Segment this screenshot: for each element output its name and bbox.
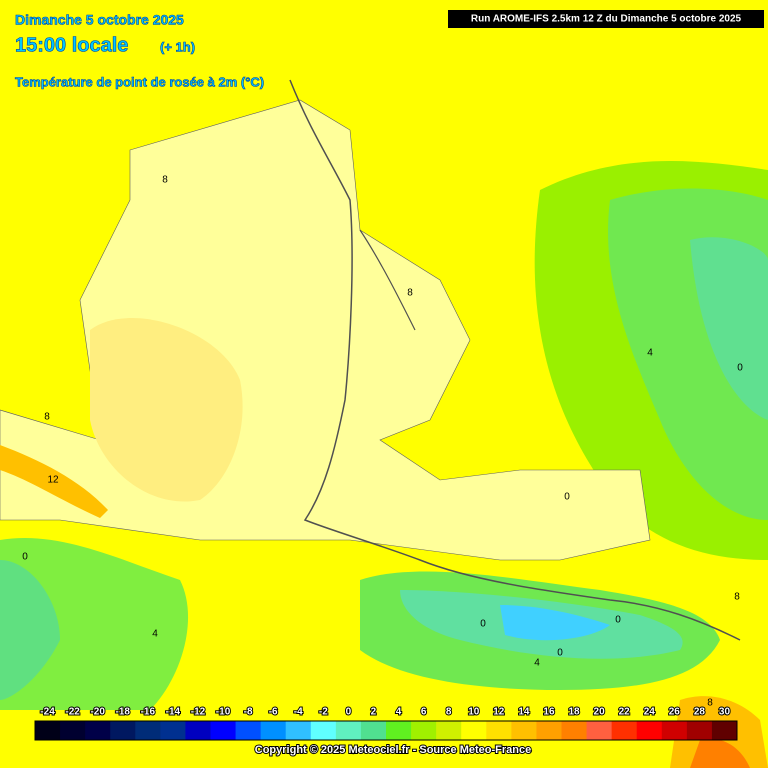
color-scale: -24 -22 -20 -18 -16 -14 -12 -10 -8 -6 -4 -2 0 2 4 6 8 10 1… xyxy=(34,706,738,741)
scale-swatch xyxy=(210,721,237,740)
contour-label: 0 xyxy=(22,552,28,563)
scale-label: 26 xyxy=(669,707,681,718)
time-offset: (+ 1h) xyxy=(160,39,195,54)
scale-swatch xyxy=(310,721,337,740)
scale-swatch xyxy=(536,721,562,740)
scale-swatch xyxy=(160,721,186,740)
contour-label: 0 xyxy=(615,615,621,626)
contour-label: 0 xyxy=(480,619,486,630)
scale-label: 10 xyxy=(468,707,480,718)
map-region xyxy=(0,560,60,700)
scale-swatch xyxy=(260,721,287,740)
scale-swatch xyxy=(486,721,512,740)
scale-swatch xyxy=(235,721,262,740)
contour-label: 8 xyxy=(44,412,50,423)
scale-swatch xyxy=(60,721,86,740)
contour-label: 8 xyxy=(407,288,413,299)
contour-label: 0 xyxy=(564,492,570,503)
scale-label: 20 xyxy=(594,707,606,718)
parameter: Température de point de rosée à 2m (°C) xyxy=(15,74,264,89)
scale-label: -18 xyxy=(116,707,131,718)
scale-label: 8 xyxy=(446,707,452,718)
map-region xyxy=(690,738,750,768)
scale-swatch xyxy=(586,721,613,740)
scale-swatch xyxy=(386,721,412,740)
map-region xyxy=(690,237,768,420)
scale-swatch xyxy=(411,721,437,740)
scale-swatch xyxy=(285,721,312,740)
map-region xyxy=(0,538,189,710)
scale-label: 14 xyxy=(518,707,530,718)
scale-swatch xyxy=(135,721,161,740)
scale-label: 16 xyxy=(543,707,555,718)
coastline xyxy=(289,79,741,641)
contour-labels: 8 8 12 8 4 0 0 0 4 0 0 0 4 8 8 xyxy=(22,175,743,709)
map-region xyxy=(500,605,610,641)
contour-label: 8 xyxy=(707,698,713,709)
contour-label: 8 xyxy=(162,175,168,186)
scale-label: 2 xyxy=(371,707,377,718)
scale-label: -12 xyxy=(191,707,206,718)
scale-swatch xyxy=(461,721,487,740)
scale-swatch xyxy=(110,721,136,740)
scale-label: -22 xyxy=(65,707,80,718)
estuary xyxy=(359,229,416,331)
scale-label: 12 xyxy=(493,707,505,718)
scale-label: 30 xyxy=(719,707,731,718)
scale-swatch xyxy=(661,721,688,740)
scale-label: -14 xyxy=(166,707,181,718)
contour-label: 4 xyxy=(152,629,158,640)
scale-label: 18 xyxy=(568,707,580,718)
contour-label: 0 xyxy=(557,648,563,659)
date: Dimanche 5 octobre 2025 xyxy=(15,12,184,28)
scale-label: -4 xyxy=(294,707,303,718)
run-box xyxy=(448,10,764,28)
scale-label: 24 xyxy=(644,707,656,718)
scale-label: -2 xyxy=(319,707,328,718)
contour-label: 4 xyxy=(534,658,540,669)
local-time: 15:00 locale xyxy=(15,34,128,56)
scale-swatch xyxy=(185,721,211,740)
scale-swatch xyxy=(561,721,588,740)
scale-label: -8 xyxy=(244,707,253,718)
scale-swatch xyxy=(335,721,362,740)
contour-label: 8 xyxy=(734,592,740,603)
scale-label: 28 xyxy=(694,707,706,718)
scale-swatch xyxy=(35,721,61,740)
scale-border xyxy=(34,720,738,741)
copyright: Copyright © 2025 Meteociel.fr - Source M… xyxy=(255,744,531,756)
scale-swatch xyxy=(436,721,462,740)
scale-swatch xyxy=(511,721,537,740)
scale-label: 0 xyxy=(346,707,352,718)
contour-label: 4 xyxy=(647,348,653,359)
contour-label: 0 xyxy=(737,363,743,374)
scale-label: -6 xyxy=(269,707,278,718)
scale-swatch xyxy=(636,721,663,740)
map-region xyxy=(90,318,243,502)
scale-label: -20 xyxy=(90,707,105,718)
scale-label: -16 xyxy=(141,707,156,718)
map-region xyxy=(0,445,108,518)
scale-label: 4 xyxy=(396,707,402,718)
scale-label: -24 xyxy=(40,707,55,718)
scale-swatch xyxy=(360,721,387,740)
scale-label: -10 xyxy=(216,707,231,718)
scale-swatch xyxy=(85,721,111,740)
contour-label: 12 xyxy=(47,475,59,486)
scale-swatch xyxy=(711,721,738,740)
scale-swatch xyxy=(686,721,713,740)
run-info: Run AROME-IFS 2.5km 12 Z du Dimanche 5 o… xyxy=(471,14,742,25)
scale-label: 22 xyxy=(619,707,631,718)
scale-swatch xyxy=(611,721,638,740)
scale-label: 6 xyxy=(421,707,427,718)
